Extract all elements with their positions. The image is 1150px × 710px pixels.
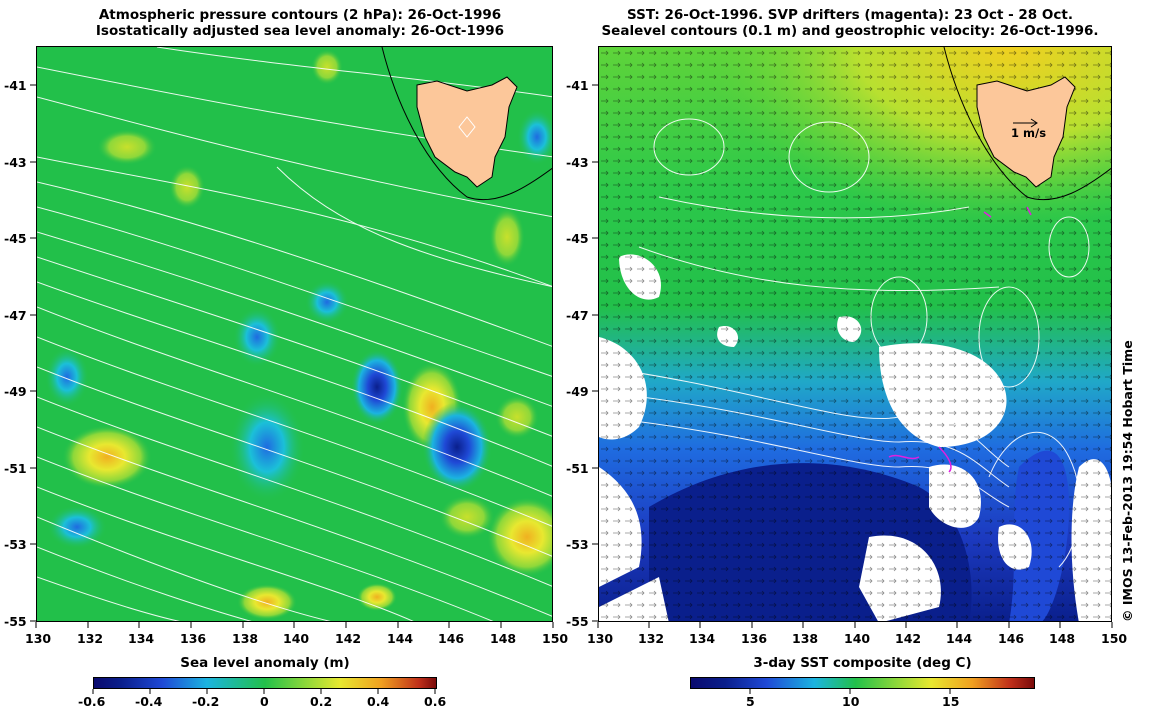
- right-x-tick: 132: [638, 631, 665, 646]
- left-x-tick: 134: [128, 631, 155, 646]
- left-x-tick: 150: [542, 631, 569, 646]
- left-colorbar-tick: -0.6: [78, 694, 106, 709]
- right-x-tick: 138: [792, 631, 819, 646]
- left-title-line2: Isostatically adjusted sea level anomaly…: [95, 23, 505, 39]
- velocity-scale-arrow: [1013, 118, 1038, 128]
- left-colorbar-tick: 0.4: [367, 694, 390, 709]
- left-x-tick: 140: [283, 631, 310, 646]
- right-x-tick: 148: [1049, 631, 1076, 646]
- right-y-tick: -51: [566, 461, 589, 476]
- sea-level-anomaly-field: [37, 47, 552, 621]
- left-map-title: Atmospheric pressure contours (2 hPa): 2…: [40, 7, 560, 39]
- right-y-tick: -43: [566, 155, 589, 170]
- right-y-tick: -45: [566, 231, 589, 246]
- left-colorbar-tick: 0.2: [310, 694, 333, 709]
- left-y-tick: -41: [4, 78, 27, 93]
- left-title-line1: Atmospheric pressure contours (2 hPa): 2…: [98, 7, 502, 23]
- right-y-tick: -49: [566, 384, 589, 399]
- right-map-title: SST: 26-Oct-1996. SVP drifters (magenta)…: [570, 7, 1130, 39]
- right-colorbar-tick: 15: [942, 694, 960, 709]
- sst-map[interactable]: 1 m/s: [598, 46, 1112, 622]
- left-colorbar-tick: -0.4: [135, 694, 163, 709]
- left-colorbar-tick: 0: [260, 694, 269, 709]
- left-x-tick: 132: [77, 631, 104, 646]
- left-x-tick: 146: [438, 631, 465, 646]
- right-x-tick: 146: [998, 631, 1025, 646]
- left-y-tick: -51: [4, 461, 27, 476]
- left-x-tick: 130: [25, 631, 52, 646]
- right-title-line2: Sealevel contours (0.1 m) and geostrophi…: [601, 23, 1099, 39]
- right-y-tick: -47: [566, 308, 589, 323]
- sst-field: [599, 47, 1111, 621]
- sst-colorbar: [690, 677, 1035, 689]
- right-x-tick: 134: [689, 631, 716, 646]
- left-y-tick: -55: [4, 614, 27, 629]
- right-x-tick: 144: [946, 631, 973, 646]
- left-colorbar-title: Sea level anomaly (m): [180, 655, 350, 671]
- velocity-scale-label: 1 m/s: [1011, 126, 1047, 140]
- right-x-tick: 136: [741, 631, 768, 646]
- left-y-tick: -49: [4, 384, 27, 399]
- tasmania-landmass: [416, 76, 518, 188]
- left-y-tick: -45: [4, 231, 27, 246]
- sea-level-colorbar: [93, 677, 437, 689]
- right-x-tick: 130: [587, 631, 614, 646]
- left-colorbar-tick: -0.2: [192, 694, 220, 709]
- right-y-tick: -55: [566, 614, 589, 629]
- left-colorbar-tick: 0.6: [424, 694, 447, 709]
- left-x-tick: 136: [180, 631, 207, 646]
- right-y-tick: -41: [566, 78, 589, 93]
- left-y-tick: -43: [4, 155, 27, 170]
- right-x-tick: 142: [895, 631, 922, 646]
- left-x-tick: 144: [387, 631, 414, 646]
- right-colorbar-tick: 10: [842, 694, 860, 709]
- sea-level-anomaly-map[interactable]: [36, 46, 553, 622]
- left-y-tick: -47: [4, 308, 27, 323]
- right-colorbar-tick: 5: [746, 694, 755, 709]
- left-x-tick: 138: [232, 631, 259, 646]
- right-title-line1: SST: 26-Oct-1996. SVP drifters (magenta)…: [627, 7, 1073, 23]
- left-y-tick: -53: [4, 537, 27, 552]
- left-x-tick: 142: [335, 631, 362, 646]
- right-x-tick: 140: [844, 631, 871, 646]
- right-x-tick: 150: [1101, 631, 1128, 646]
- left-x-tick: 148: [490, 631, 517, 646]
- right-colorbar-title: 3-day SST composite (deg C): [753, 655, 972, 671]
- tasmania-landmass: [976, 76, 1076, 188]
- right-y-tick: -53: [566, 537, 589, 552]
